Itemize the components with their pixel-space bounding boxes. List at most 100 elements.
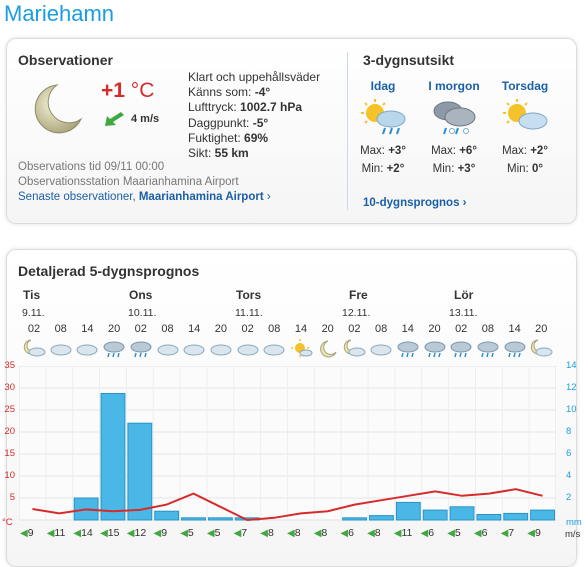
cloud-rain-snow-icon bbox=[433, 101, 476, 135]
right-axis-tick: 4 bbox=[566, 470, 572, 481]
left-axis-tick: 15 bbox=[4, 448, 15, 459]
wind-arrow-icon: ◀ bbox=[420, 528, 429, 539]
forecast3-title: 3-dygnsutsikt bbox=[363, 52, 455, 68]
wind-arrow-icon: ◀ bbox=[180, 528, 188, 539]
wind-arrow-icon: ◀ bbox=[367, 528, 375, 539]
day-name: Tis bbox=[23, 288, 41, 302]
day-date: 11.11. bbox=[235, 307, 263, 319]
chevron-right-icon: › bbox=[459, 197, 467, 209]
wind-arrow-icon: ◀ bbox=[447, 528, 455, 539]
moon-icon bbox=[34, 84, 83, 134]
feels-like: Känns som: -4° bbox=[188, 85, 271, 100]
left-axis-tick: 35 bbox=[4, 360, 15, 371]
right-axis-tick: 6 bbox=[566, 448, 572, 459]
wind-value: ◀14 bbox=[73, 527, 93, 539]
wind-arrow-icon: ◀ bbox=[473, 528, 482, 539]
pressure: Lufttryck: 1002.7 hPa bbox=[188, 100, 303, 115]
cloud-icon bbox=[50, 344, 72, 356]
left-axis-tick: 30 bbox=[4, 382, 15, 393]
precipitation-bar bbox=[422, 509, 448, 521]
wind-value: ◀9 bbox=[527, 527, 541, 539]
wind-arrow-icon: ◀ bbox=[233, 528, 242, 539]
hour-label: 14 bbox=[188, 323, 201, 335]
left-axis-unit: °C bbox=[2, 517, 13, 528]
forecast-day-today[interactable]: Idag bbox=[370, 79, 396, 93]
wind-arrow-icon: ◀ bbox=[393, 528, 402, 539]
precipitation-bar bbox=[100, 393, 126, 521]
hour-label: 14 bbox=[401, 323, 414, 335]
forecast-thursday-min: Min: 0° bbox=[507, 163, 543, 175]
hour-label: 02 bbox=[27, 323, 41, 335]
hour-label: 20 bbox=[321, 323, 334, 335]
day-name: Ons bbox=[129, 288, 153, 302]
day-date: 9.11. bbox=[22, 307, 45, 319]
hour-label: 20 bbox=[428, 323, 441, 335]
right-axis-tick: 12 bbox=[566, 382, 577, 393]
observation-station: Observationsstation Maarianhamina Airpor… bbox=[18, 176, 239, 188]
forecast-day-tomorrow[interactable]: I morgon bbox=[428, 79, 480, 93]
hour-label: 02 bbox=[455, 323, 468, 335]
wind-value: ◀6 bbox=[420, 527, 435, 539]
wind-value: ◀9 bbox=[20, 527, 34, 539]
cloud-icon bbox=[183, 344, 205, 356]
forecast-day-thursday[interactable]: Torsdag bbox=[501, 79, 549, 93]
precipitation-bar bbox=[530, 509, 555, 521]
dew-point: Daggpunkt: -5° bbox=[188, 115, 269, 130]
wind-arrow-icon: ◀ bbox=[287, 528, 295, 539]
wind-value: ◀9 bbox=[153, 527, 168, 539]
sun-cloud-rain-icon bbox=[361, 99, 406, 135]
wind-arrow-icon: ◀ bbox=[46, 528, 55, 539]
wind-value: ◀6 bbox=[473, 527, 488, 539]
cloud-rain-icon bbox=[477, 341, 499, 358]
hour-label: 14 bbox=[508, 323, 521, 335]
hour-label: 20 bbox=[214, 323, 228, 335]
wind-arrow-icon: ◀ bbox=[153, 528, 162, 539]
day-name: Tors bbox=[236, 288, 262, 302]
latest-observations-link[interactable]: Senaste observationer, Maarianhamina Air… bbox=[18, 191, 271, 203]
cloud-icon bbox=[237, 344, 259, 356]
hour-label: 08 bbox=[374, 323, 388, 335]
precipitation-bar bbox=[127, 422, 153, 521]
precipitation-bar bbox=[154, 510, 180, 521]
hour-label: 02 bbox=[134, 323, 147, 335]
cloud-rain-icon bbox=[130, 341, 152, 358]
right-axis-tick: 10 bbox=[566, 404, 577, 415]
moon-cloud-icon bbox=[344, 339, 366, 357]
cloud-icon bbox=[210, 344, 232, 356]
cloud-rain-icon bbox=[103, 341, 125, 358]
precipitation-bar bbox=[369, 515, 394, 521]
current-temperature: +1 °C bbox=[101, 79, 155, 102]
right-axis-tick: 8 bbox=[566, 426, 572, 437]
observation-time: Observations tid 09/11 00:00 bbox=[18, 161, 165, 173]
moon-cloud-icon bbox=[531, 339, 553, 357]
hour-label: 20 bbox=[535, 323, 548, 335]
wind-speed: 4 m/s bbox=[131, 113, 160, 125]
hour-label: 02 bbox=[348, 323, 361, 335]
cloud-rain-icon bbox=[397, 341, 419, 358]
panel-divider bbox=[347, 52, 348, 210]
wind-value: ◀5 bbox=[180, 527, 194, 539]
wind-arrow-icon: ◀ bbox=[206, 528, 215, 539]
wind-arrow-icon: ◀ bbox=[527, 528, 535, 539]
ten-day-forecast-link[interactable]: 10-dygnsprognos › bbox=[363, 197, 467, 209]
wind-arrow-icon: ◀ bbox=[20, 528, 28, 539]
day-name: Fre bbox=[349, 288, 368, 302]
hour-label: 08 bbox=[268, 323, 281, 335]
forecast-thursday-max: Max: +2° bbox=[502, 145, 548, 157]
wind-value: ◀8 bbox=[260, 527, 274, 539]
wind-arrow-icon: ◀ bbox=[500, 528, 509, 539]
wind-value: ◀6 bbox=[340, 527, 354, 539]
wind-value: ◀8 bbox=[367, 527, 381, 539]
cloud-rain-icon bbox=[504, 341, 526, 358]
day-date: 10.11. bbox=[128, 307, 157, 319]
wind-value: ◀7 bbox=[233, 527, 248, 539]
moon-icon bbox=[319, 340, 337, 358]
cloud-icon bbox=[76, 344, 98, 356]
cloud-icon bbox=[370, 344, 392, 356]
right-axis-tick: 2 bbox=[566, 492, 572, 503]
wind-value: ◀7 bbox=[500, 527, 515, 539]
wind-arrow-icon: ◀ bbox=[126, 528, 135, 539]
left-axis-tick: 5 bbox=[9, 492, 15, 503]
wind-arrow-icon: ◀ bbox=[100, 528, 108, 539]
wind-unit: m/s bbox=[565, 529, 581, 540]
